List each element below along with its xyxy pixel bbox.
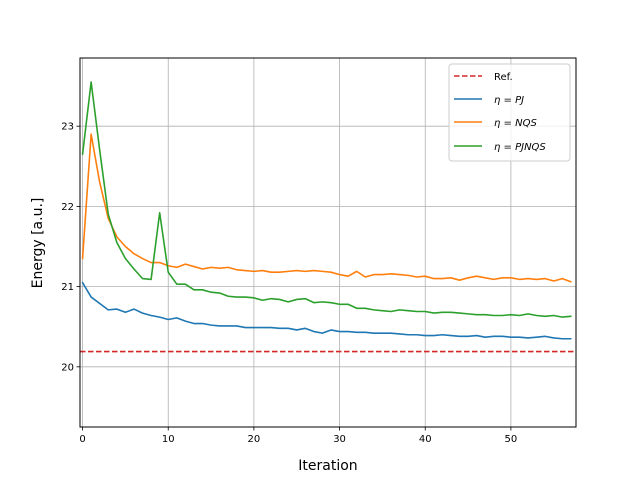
x-tick-label: 10 bbox=[162, 434, 175, 445]
legend-label-nqs-equals: = bbox=[500, 118, 515, 129]
y-tick-label: 21 bbox=[61, 282, 74, 293]
series-layer bbox=[81, 81, 572, 340]
x-axis-label: Iteration bbox=[298, 458, 357, 474]
legend-label-pjnqs-rhs: PJNQS bbox=[515, 142, 546, 153]
legend: Ref. η = PJ η = NQS η = PJNQS bbox=[448, 63, 571, 162]
legend-label-nqs: η = NQS bbox=[494, 118, 537, 129]
legend-label-ref: Ref. bbox=[494, 72, 513, 83]
legend-label-pj-rhs: PJ bbox=[515, 95, 524, 106]
y-axis-ticks: 20 21 22 23 bbox=[61, 122, 80, 373]
x-axis-ticks: 0 10 20 30 40 50 bbox=[79, 427, 517, 445]
x-tick-label: 40 bbox=[419, 434, 432, 445]
series-line-pjnqs bbox=[81, 81, 572, 318]
legend-label-pj-eta: η bbox=[494, 95, 500, 106]
x-tick-label: 30 bbox=[333, 434, 346, 445]
legend-label-nqs-eta: η bbox=[494, 118, 500, 129]
series-line-nqs bbox=[81, 133, 572, 283]
legend-label-pjnqs: η = PJNQS bbox=[494, 142, 546, 153]
legend-label-pjnqs-eta: η bbox=[494, 142, 500, 153]
x-tick-label: 20 bbox=[248, 434, 261, 445]
legend-label-pjnqs-equals: = bbox=[500, 142, 515, 153]
y-tick-label: 23 bbox=[61, 122, 74, 133]
legend-label-nqs-rhs: NQS bbox=[515, 118, 537, 129]
legend-label-pj: η = PJ bbox=[494, 95, 524, 106]
plot-frame bbox=[79, 57, 577, 428]
legend-box bbox=[448, 63, 571, 162]
y-axis-label: Energy [a.u.] bbox=[30, 198, 46, 289]
y-tick-label: 20 bbox=[61, 362, 74, 373]
series-line-pj bbox=[81, 281, 572, 340]
x-tick-label: 50 bbox=[505, 434, 518, 445]
legend-label-pj-equals: = bbox=[500, 95, 515, 106]
x-tick-label: 0 bbox=[79, 434, 85, 445]
y-tick-label: 22 bbox=[61, 202, 74, 213]
